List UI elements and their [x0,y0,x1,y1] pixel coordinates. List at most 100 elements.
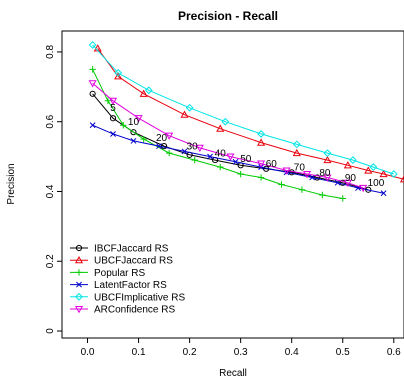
data-point [292,148,301,157]
data-point [380,190,387,197]
y-axis: 0 0.2 0.4 0.6 0.8 [45,45,62,334]
legend-marker [74,255,84,264]
data-point [359,184,368,193]
data-point [207,153,213,160]
legend-item: UBCFJaccard RS [70,256,173,267]
data-point [195,144,204,153]
point-annotation: 60 [266,159,278,170]
series-line [92,69,343,199]
legend-item: ARConfidence RS [70,305,175,316]
data-point [134,115,143,123]
x-tick-label: 0.1 [132,347,146,358]
legend-label: IBCFJaccard RS [94,244,169,255]
data-point [257,174,265,181]
x-tick-label: 0.5 [336,347,350,358]
data-point [389,170,398,178]
legend-label: Popular RS [94,268,145,279]
data-point [257,130,265,138]
x-tick-label: 0.4 [285,347,299,358]
data-point [89,122,96,129]
data-point [292,140,301,149]
point-annotation: 40 [215,149,227,160]
data-point [323,149,332,158]
data-point [181,148,188,155]
legend-marker [74,305,84,314]
x-axis-label: Recall [219,368,247,379]
y-tick-label: 0.6 [45,114,56,128]
data-point [140,135,147,143]
data-point [114,68,123,77]
legend-marker [76,281,82,288]
y-tick-label: 0.2 [45,254,56,268]
data-point [323,155,332,164]
x-tick-label: 0.0 [81,347,95,358]
data-point [88,41,97,49]
data-point [191,156,198,164]
x-tick-label: 0.2 [183,347,197,358]
data-point [399,175,404,183]
data-point [109,115,117,122]
legend-label: UBCFImplicative RS [94,292,185,303]
legend-marker [75,244,83,252]
data-point [379,169,388,178]
data-point [144,86,153,95]
data-point [114,72,123,80]
series-layer [88,41,404,202]
series-2 [89,66,346,202]
legend-label: ARConfidence RS [94,305,175,316]
data-point [369,163,378,171]
legend-label: UBCFJaccard RS [94,256,173,267]
y-axis-label: Precision [6,163,17,204]
legend-item: Popular RS [70,268,145,279]
series-1 [93,44,404,183]
point-annotation: 20 [156,133,168,144]
data-point [339,179,346,186]
data-point [278,181,285,188]
data-point [257,160,266,168]
x-tick-label: 0.3 [234,347,248,358]
series-5 [88,80,368,193]
data-point [110,131,116,137]
annotation-layer: 5 10 20 30 40 50 60 70 80 90 100 [110,103,384,189]
legend-item: LatentFactor RS [70,280,167,291]
legend-marker [75,292,83,301]
y-tick-label: 0.4 [45,184,56,198]
data-point [339,195,346,202]
x-axis: 0.0 0.1 0.2 0.3 0.4 0.5 0.6 [81,338,401,358]
data-point [89,90,96,97]
legend-item: IBCFJaccard RS [70,244,169,255]
point-annotation: 80 [319,168,331,179]
point-annotation: 70 [294,163,306,174]
data-point [88,80,97,88]
series-3 [89,122,387,197]
data-point [89,66,96,73]
legend-marker [75,269,83,276]
point-annotation: 50 [240,154,252,165]
series-4 [88,41,398,178]
data-point [257,138,266,146]
data-point [343,161,352,169]
data-point [226,153,235,161]
data-point [185,103,194,112]
point-annotation: 30 [187,142,199,153]
data-point [349,156,357,164]
data-point [232,158,239,165]
point-annotation: 90 [345,173,357,184]
plot-frame [61,30,404,339]
data-point [216,124,225,132]
data-point [139,89,148,97]
data-point [165,149,173,157]
legend-label: LatentFactor RS [94,280,167,291]
data-point [298,186,306,193]
data-point [165,132,174,140]
data-point [302,170,312,179]
data-point [130,129,137,136]
point-annotation: 100 [368,178,385,189]
data-point [309,174,316,181]
data-point [180,110,189,118]
legend-item: UBCFImplicative RS [70,292,185,303]
data-point [364,166,373,174]
data-point [355,185,361,191]
data-point [323,174,332,182]
